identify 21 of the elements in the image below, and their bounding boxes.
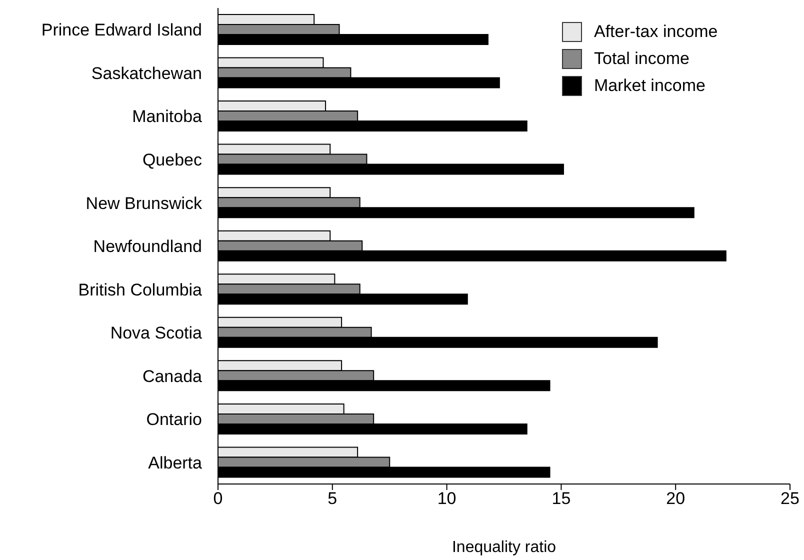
- y-tick-label: Saskatchewan: [91, 64, 202, 83]
- x-tick-label: 5: [328, 489, 338, 508]
- x-tick-label: 15: [552, 489, 571, 508]
- y-tick-label: Quebec: [142, 150, 202, 170]
- legend-label: Market income: [594, 76, 706, 96]
- y-tick-label: Alberta: [148, 453, 203, 472]
- legend-label: After-tax income: [594, 22, 718, 42]
- y-tick-label: Newfoundland: [93, 237, 202, 256]
- y-tick-label: British Columbia: [78, 280, 203, 300]
- x-tick-label: 25: [780, 489, 800, 508]
- legend-label: Total income: [594, 49, 690, 69]
- y-tick-label: Manitoba: [132, 107, 203, 126]
- y-tick-label: Nova Scotia: [110, 324, 203, 343]
- x-axis-title: Inequality ratio: [452, 539, 556, 556]
- y-tick-label: Ontario: [146, 410, 202, 430]
- x-tick-label: 0: [213, 489, 223, 508]
- x-tick-label: 20: [666, 489, 686, 508]
- y-tick-label: New Brunswick: [86, 194, 202, 213]
- y-tick-label: Canada: [142, 366, 203, 386]
- y-tick-label: Prince Edward Island: [41, 20, 202, 40]
- x-tick-label: 10: [437, 489, 456, 508]
